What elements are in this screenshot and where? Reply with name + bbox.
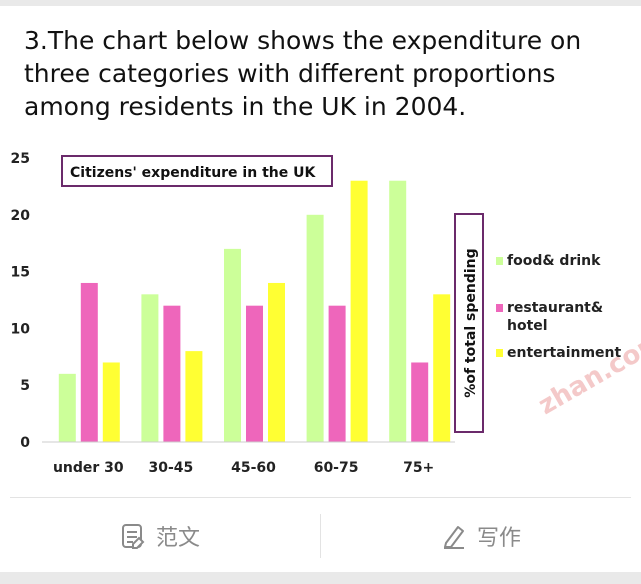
question-text: 3.The chart below shows the expenditure … <box>24 26 582 121</box>
write-label: 写作 <box>476 526 521 551</box>
bar <box>268 282 285 442</box>
y-tick-label: 5 <box>20 378 30 394</box>
y-label-box <box>454 213 484 433</box>
bar <box>141 294 159 442</box>
bar <box>185 351 203 442</box>
bar <box>163 305 181 442</box>
legend-swatch <box>496 257 503 265</box>
bar <box>58 373 76 442</box>
legend-label: food& drink <box>507 253 601 269</box>
pencil-icon <box>441 523 467 549</box>
x-tick-label: 75+ <box>403 460 434 476</box>
legend-label: hotel <box>507 318 548 334</box>
x-tick-label: 60-75 <box>314 460 359 476</box>
bar <box>306 214 324 442</box>
bar <box>246 305 263 442</box>
x-tick-label: 30-45 <box>149 460 194 476</box>
divider <box>10 497 631 498</box>
y-tick-label: 15 <box>11 265 30 281</box>
bar <box>389 180 407 442</box>
bottom-action-bar: 范文 写作 <box>0 500 641 572</box>
bar <box>102 362 120 442</box>
action-separator <box>320 514 321 558</box>
y-axis-label: %of total spending <box>463 248 479 397</box>
legend-swatch <box>496 349 503 357</box>
legend-swatch <box>496 304 503 312</box>
top-bar <box>0 0 641 6</box>
y-tick-label: 20 <box>11 208 31 224</box>
bar <box>433 294 451 442</box>
bar <box>350 180 368 442</box>
y-tick-label: 25 <box>11 151 30 167</box>
x-tick-label: under 30 <box>53 460 124 476</box>
chart-title: Citizens' expenditure in the UK <box>70 165 316 181</box>
chart-container: zhan.com 0 5 10 15 20 25 under 30 30-45 45-60 60-7… <box>0 140 641 495</box>
bottom-strip <box>0 572 641 584</box>
sample-essay-label: 范文 <box>155 526 200 551</box>
bar <box>328 305 346 442</box>
x-tick-label: 45-60 <box>231 460 276 476</box>
y-tick-label: 0 <box>20 435 30 451</box>
bar <box>411 362 429 442</box>
legend-label: entertainment <box>507 345 622 361</box>
sample-essay-button[interactable]: 范文 <box>0 500 320 572</box>
chart-title-box <box>61 155 333 187</box>
y-tick-label: 10 <box>11 321 31 337</box>
bar <box>224 248 241 442</box>
write-button[interactable]: 写作 <box>321 500 641 572</box>
bar <box>80 282 98 442</box>
document-icon <box>120 523 146 549</box>
legend-label: restaurant& <box>507 300 603 316</box>
